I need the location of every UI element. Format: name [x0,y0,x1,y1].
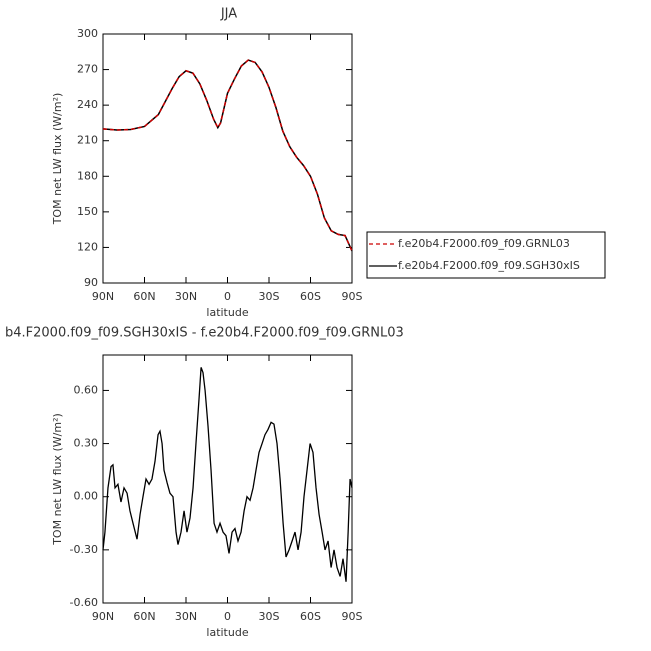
legend-box [366,231,606,279]
y-tick-label: 210 [77,134,98,147]
series-line [102,59,353,252]
y-tick-label: 240 [77,98,98,111]
x-tick-label: 30S [259,290,280,303]
chart-title: JJA [220,7,237,22]
legend-label: f.e20b4.F2000.f09_f09.GRNL03 [398,237,570,250]
x-tick-label: 30N [175,610,197,623]
x-tick-label: 90S [342,290,363,303]
x-tick-label: 0 [224,610,231,623]
x-tick-label: 30N [175,290,197,303]
y-axis-label: TOM net LW flux (W/m²) [51,93,64,226]
x-tick-label: 90S [342,610,363,623]
y-tick-label: 150 [77,205,98,218]
x-tick-label: 30S [259,610,280,623]
x-tick-label: 0 [224,290,231,303]
series-line [102,59,353,252]
y-tick-label: 120 [77,240,98,253]
y-axis-label: TOM net LW flux (W/m²) [51,413,64,546]
legend-label: f.e20b4.F2000.f09_f09.SGH30xIS [398,259,580,272]
series-line [102,367,353,582]
chart-title: b4.F2000.f09_f09.SGH30xIS - f.e20b4.F200… [5,326,404,341]
plot-frame [102,33,353,284]
y-tick-label: 0.30 [74,437,99,450]
y-tick-label: -0.60 [70,596,98,609]
x-tick-label: 60N [133,290,155,303]
x-tick-label: 60S [300,610,321,623]
y-tick-label: 90 [84,276,98,289]
x-tick-label: 60S [300,290,321,303]
y-tick-label: 0.60 [74,383,99,396]
y-tick-label: 300 [77,27,98,40]
y-tick-label: 0.00 [74,490,99,503]
x-tick-label: 90N [92,610,114,623]
x-tick-label: 90N [92,290,114,303]
y-tick-label: 180 [77,169,98,182]
x-tick-label: 60N [133,610,155,623]
y-tick-label: -0.30 [70,543,98,556]
y-tick-label: 270 [77,63,98,76]
x-axis-label: latitude [206,626,248,639]
x-axis-label: latitude [206,306,248,319]
